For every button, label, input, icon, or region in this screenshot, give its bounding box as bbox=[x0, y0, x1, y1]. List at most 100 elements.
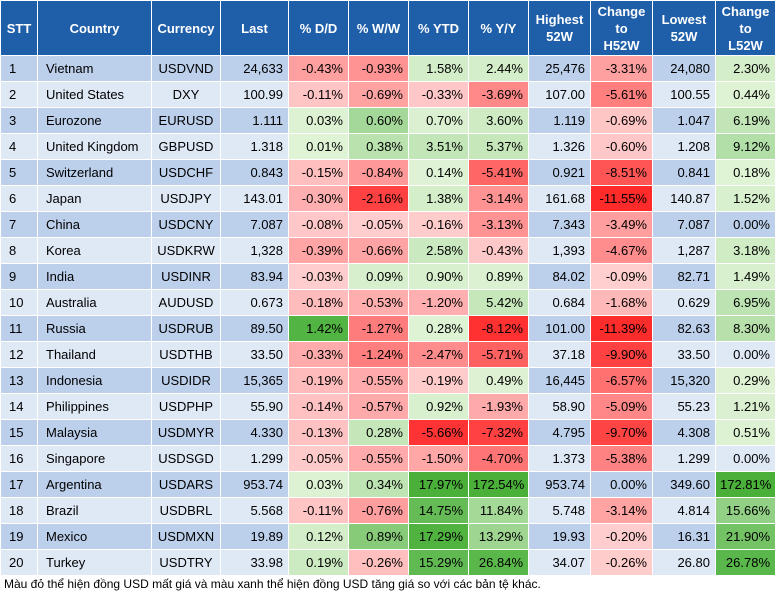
column-header-chg-h52w: Change to H52W bbox=[590, 0, 653, 56]
cell-ww: 0.89% bbox=[348, 523, 409, 550]
cell-ytd: 14.75% bbox=[408, 497, 469, 524]
column-header-text: % D/D bbox=[299, 20, 338, 36]
cell-chg-h52w: -4.67% bbox=[590, 237, 653, 264]
cell-last: 89.50 bbox=[220, 315, 289, 342]
cell-ytd: 17.29% bbox=[408, 523, 469, 550]
cell-ytd: 0.92% bbox=[408, 393, 469, 420]
cell-ytd: 3.51% bbox=[408, 133, 469, 160]
cell-low52w: 7.087 bbox=[652, 211, 716, 238]
cell-country: United Kingdom bbox=[37, 133, 152, 160]
cell-dd: -0.33% bbox=[288, 341, 349, 368]
cell-currency: USDVND bbox=[151, 55, 221, 82]
cell-ytd: 1.38% bbox=[408, 185, 469, 212]
cell-high52w: 101.00 bbox=[528, 315, 591, 342]
cell-chg-l52w: 0.29% bbox=[715, 367, 776, 394]
cell-chg-l52w: 0.44% bbox=[715, 81, 776, 108]
cell-chg-h52w: -0.60% bbox=[590, 133, 653, 160]
cell-high52w: 7.343 bbox=[528, 211, 591, 238]
cell-stt: 11 bbox=[0, 315, 38, 342]
table-row: 7 China USDCNY 7.087 -0.08% -0.05% -0.16% -3.13… bbox=[0, 211, 776, 238]
cell-country: Turkey bbox=[37, 549, 152, 576]
cell-ytd: 17.97% bbox=[408, 471, 469, 498]
column-header-text: 52W bbox=[670, 29, 698, 44]
cell-stt: 8 bbox=[0, 237, 38, 264]
cell-low52w: 4.814 bbox=[652, 497, 716, 524]
cell-chg-l52w: 6.95% bbox=[715, 289, 776, 316]
column-header-text: to bbox=[615, 20, 628, 36]
cell-chg-l52w: 8.30% bbox=[715, 315, 776, 342]
cell-last: 1,328 bbox=[220, 237, 289, 264]
cell-low52w: 4.308 bbox=[652, 419, 716, 446]
column-header-ww: % W/W bbox=[348, 0, 409, 56]
cell-ytd: -0.16% bbox=[408, 211, 469, 238]
cell-yy: 5.42% bbox=[468, 289, 529, 316]
cell-stt: 20 bbox=[0, 549, 38, 576]
cell-country: Eurozone bbox=[37, 107, 152, 134]
cell-ytd: -1.20% bbox=[408, 289, 469, 316]
cell-dd: -0.13% bbox=[288, 419, 349, 446]
cell-country: Philippines bbox=[37, 393, 152, 420]
cell-stt: 14 bbox=[0, 393, 38, 420]
cell-yy: -5.41% bbox=[468, 159, 529, 186]
cell-high52w: 0.921 bbox=[528, 159, 591, 186]
cell-ww: -0.76% bbox=[348, 497, 409, 524]
cell-last: 19.89 bbox=[220, 523, 289, 550]
cell-low52w: 24,080 bbox=[652, 55, 716, 82]
cell-chg-h52w: -9.70% bbox=[590, 419, 653, 446]
column-header-text: % W/W bbox=[356, 20, 401, 36]
cell-dd: -0.11% bbox=[288, 497, 349, 524]
cell-stt: 17 bbox=[0, 471, 38, 498]
cell-currency: GBPUSD bbox=[151, 133, 221, 160]
cell-yy: 5.37% bbox=[468, 133, 529, 160]
cell-currency: USDCNY bbox=[151, 211, 221, 238]
table-row: 2 United States DXY 100.99 -0.11% -0.69% -0.33… bbox=[0, 81, 776, 108]
cell-ytd: -0.33% bbox=[408, 81, 469, 108]
cell-currency: USDARS bbox=[151, 471, 221, 498]
cell-country: Russia bbox=[37, 315, 152, 342]
cell-ww: -0.55% bbox=[348, 367, 409, 394]
cell-chg-l52w: 0.00% bbox=[715, 211, 776, 238]
cell-ytd: 0.70% bbox=[408, 107, 469, 134]
cell-last: 7.087 bbox=[220, 211, 289, 238]
cell-chg-l52w: 2.30% bbox=[715, 55, 776, 82]
cell-country: Vietnam bbox=[37, 55, 152, 82]
table-row: 9 India USDINR 83.94 -0.03% 0.09% 0.90% 0.89% 84… bbox=[0, 263, 776, 290]
cell-ytd: -5.66% bbox=[408, 419, 469, 446]
table-row: 6 Japan USDJPY 143.01 -0.30% -2.16% 1.38% -3.14… bbox=[0, 185, 776, 212]
cell-ww: -1.27% bbox=[348, 315, 409, 342]
cell-high52w: 1.373 bbox=[528, 445, 591, 472]
cell-yy: 172.54% bbox=[468, 471, 529, 498]
table-row: 16 Singapore USDSGD 1.299 -0.05% -0.55% -1.50%… bbox=[0, 445, 776, 472]
cell-ww: -0.57% bbox=[348, 393, 409, 420]
table-row: 15 Malaysia USDMYR 4.330 -0.13% 0.28% -5.66% -7… bbox=[0, 419, 776, 446]
cell-last: 33.50 bbox=[220, 341, 289, 368]
cell-dd: 0.12% bbox=[288, 523, 349, 550]
footnote: Màu đỏ thể hiện đồng USD mất giá và màu … bbox=[4, 577, 541, 591]
cell-ytd: 1.58% bbox=[408, 55, 469, 82]
cell-high52w: 34.07 bbox=[528, 549, 591, 576]
cell-country: India bbox=[37, 263, 152, 290]
cell-stt: 13 bbox=[0, 367, 38, 394]
cell-dd: -0.18% bbox=[288, 289, 349, 316]
cell-last: 33.98 bbox=[220, 549, 289, 576]
cell-chg-h52w: -0.09% bbox=[590, 263, 653, 290]
cell-dd: -0.30% bbox=[288, 185, 349, 212]
cell-yy: -3.69% bbox=[468, 81, 529, 108]
cell-country: Malaysia bbox=[37, 419, 152, 446]
cell-chg-l52w: 0.00% bbox=[715, 341, 776, 368]
cell-currency: DXY bbox=[151, 81, 221, 108]
cell-last: 5.568 bbox=[220, 497, 289, 524]
cell-dd: -0.15% bbox=[288, 159, 349, 186]
cell-chg-l52w: 3.18% bbox=[715, 237, 776, 264]
cell-yy: -4.70% bbox=[468, 445, 529, 472]
cell-low52w: 55.23 bbox=[652, 393, 716, 420]
cell-chg-l52w: 1.21% bbox=[715, 393, 776, 420]
cell-chg-h52w: -5.61% bbox=[590, 81, 653, 108]
cell-currency: EURUSD bbox=[151, 107, 221, 134]
cell-yy: 26.84% bbox=[468, 549, 529, 576]
cell-low52w: 140.87 bbox=[652, 185, 716, 212]
cell-ytd: 0.14% bbox=[408, 159, 469, 186]
cell-dd: 0.03% bbox=[288, 107, 349, 134]
column-header-text: H52W bbox=[603, 37, 640, 53]
cell-low52w: 82.71 bbox=[652, 263, 716, 290]
